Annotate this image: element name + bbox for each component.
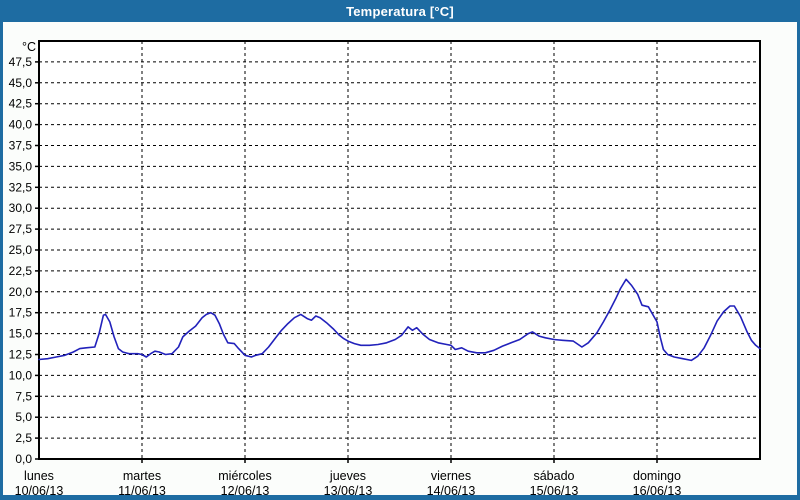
y-tick-label: 17,5 xyxy=(9,306,33,320)
y-tick-label: 10,0 xyxy=(9,368,33,382)
y-tick-label: 15,0 xyxy=(9,327,33,341)
y-tick-label: 32,5 xyxy=(9,180,33,194)
y-tick-label: 5,0 xyxy=(15,410,32,424)
y-axis-unit-label: °C xyxy=(22,40,36,54)
x-day-label: miércoles xyxy=(218,469,272,483)
x-day-label: sábado xyxy=(533,469,574,483)
x-day-label: viernes xyxy=(431,469,471,483)
y-tick-label: 22,5 xyxy=(9,264,33,278)
y-tick-label: 0,0 xyxy=(15,452,32,466)
y-tick-label: 7,5 xyxy=(15,389,32,403)
x-date-label: 15/06/13 xyxy=(530,484,579,498)
x-day-label: martes xyxy=(123,469,161,483)
y-tick-label: 47,5 xyxy=(9,55,33,69)
x-date-label: 10/06/13 xyxy=(15,484,64,498)
y-tick-label: 12,5 xyxy=(9,348,33,362)
y-tick-label: 27,5 xyxy=(9,222,33,236)
y-tick-label: 35,0 xyxy=(9,159,33,173)
y-tick-label: 42,5 xyxy=(9,97,33,111)
x-day-label: jueves xyxy=(329,469,366,483)
chart-title-bar: Temperatura [°C] xyxy=(0,0,800,22)
y-tick-label: 2,5 xyxy=(15,431,32,445)
y-tick-label: 37,5 xyxy=(9,139,33,153)
x-date-label: 16/06/13 xyxy=(633,484,682,498)
x-date-label: 14/06/13 xyxy=(427,484,476,498)
y-tick-label: 30,0 xyxy=(9,201,33,215)
x-day-label: lunes xyxy=(24,469,54,483)
x-date-label: 12/06/13 xyxy=(221,484,270,498)
chart-title: Temperatura [°C] xyxy=(346,3,454,19)
temperature-series-line xyxy=(38,278,761,362)
x-date-label: 13/06/13 xyxy=(324,484,373,498)
x-day-label: domingo xyxy=(633,469,681,483)
y-tick-label: 25,0 xyxy=(9,243,33,257)
y-tick-label: 40,0 xyxy=(9,118,33,132)
x-date-label: 11/06/13 xyxy=(118,484,166,498)
y-tick-label: 45,0 xyxy=(9,76,33,90)
y-tick-label: 20,0 xyxy=(9,285,33,299)
